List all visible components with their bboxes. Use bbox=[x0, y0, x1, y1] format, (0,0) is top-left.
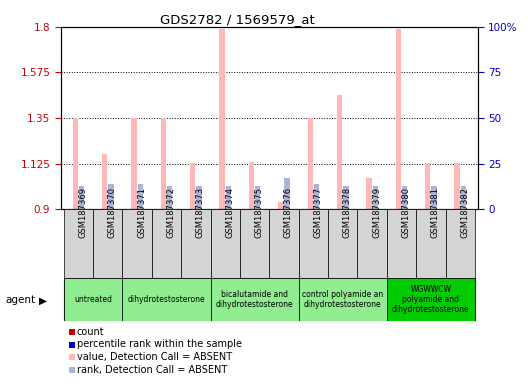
Text: GSM187376: GSM187376 bbox=[284, 187, 293, 238]
Bar bbox=[387, 209, 416, 278]
Bar bbox=[122, 209, 152, 278]
Bar bbox=[425, 163, 430, 209]
Bar bbox=[122, 278, 211, 321]
Bar bbox=[285, 178, 290, 209]
Bar bbox=[211, 209, 240, 278]
Bar bbox=[108, 184, 114, 209]
Text: GSM187377: GSM187377 bbox=[313, 187, 322, 238]
Bar bbox=[402, 185, 407, 209]
Bar bbox=[307, 118, 313, 209]
Text: value, Detection Call = ABSENT: value, Detection Call = ABSENT bbox=[77, 352, 232, 362]
Bar bbox=[446, 209, 475, 278]
Bar bbox=[343, 185, 348, 209]
Text: GSM187373: GSM187373 bbox=[196, 187, 205, 238]
Bar bbox=[181, 209, 211, 278]
Text: GSM187378: GSM187378 bbox=[343, 187, 352, 238]
Text: GSM187369: GSM187369 bbox=[78, 187, 87, 238]
Text: GSM187379: GSM187379 bbox=[372, 187, 381, 238]
Text: GSM187380: GSM187380 bbox=[401, 187, 410, 238]
Bar bbox=[431, 185, 437, 209]
Bar bbox=[64, 278, 122, 321]
Text: bicalutamide and
dihydrotestosterone: bicalutamide and dihydrotestosterone bbox=[216, 290, 294, 309]
Bar bbox=[337, 95, 342, 209]
Text: GSM187375: GSM187375 bbox=[254, 187, 263, 238]
Bar bbox=[72, 118, 78, 209]
Text: control polyamide an
dihydrotestosterone: control polyamide an dihydrotestosterone bbox=[302, 290, 383, 309]
Text: GSM187382: GSM187382 bbox=[460, 187, 469, 238]
Bar bbox=[161, 118, 166, 209]
Text: count: count bbox=[77, 327, 105, 337]
Text: untreated: untreated bbox=[74, 295, 112, 304]
Bar bbox=[190, 163, 195, 209]
Bar bbox=[461, 185, 466, 209]
Bar bbox=[79, 185, 84, 209]
Bar bbox=[455, 163, 460, 209]
Bar bbox=[395, 29, 401, 209]
Bar bbox=[357, 209, 387, 278]
Bar bbox=[299, 278, 387, 321]
Bar bbox=[226, 185, 231, 209]
Bar bbox=[373, 185, 378, 209]
Bar bbox=[366, 178, 372, 209]
Bar bbox=[328, 209, 357, 278]
Bar bbox=[249, 162, 254, 209]
Bar bbox=[102, 154, 107, 209]
Text: rank, Detection Call = ABSENT: rank, Detection Call = ABSENT bbox=[77, 365, 227, 375]
Bar bbox=[314, 184, 319, 209]
Bar bbox=[278, 202, 284, 209]
Bar bbox=[269, 209, 299, 278]
Bar bbox=[416, 209, 446, 278]
Text: GDS2782 / 1569579_at: GDS2782 / 1569579_at bbox=[160, 13, 315, 26]
Bar bbox=[220, 29, 225, 209]
Text: WGWWCW
polyamide and
dihydrotestosterone: WGWWCW polyamide and dihydrotestosterone bbox=[392, 285, 469, 314]
Text: agent: agent bbox=[5, 295, 35, 305]
Bar bbox=[196, 185, 202, 209]
Text: GSM187374: GSM187374 bbox=[225, 187, 234, 238]
Bar bbox=[387, 278, 475, 321]
Text: GSM187370: GSM187370 bbox=[108, 187, 117, 238]
Text: ▶: ▶ bbox=[39, 295, 46, 305]
Text: GSM187381: GSM187381 bbox=[431, 187, 440, 238]
Bar bbox=[152, 209, 181, 278]
Text: GSM187371: GSM187371 bbox=[137, 187, 146, 238]
Bar bbox=[299, 209, 328, 278]
Bar bbox=[93, 209, 122, 278]
Bar bbox=[167, 185, 172, 209]
Text: dihydrotestosterone: dihydrotestosterone bbox=[128, 295, 205, 304]
Bar bbox=[64, 209, 93, 278]
Text: GSM187372: GSM187372 bbox=[166, 187, 175, 238]
Bar bbox=[240, 209, 269, 278]
Bar bbox=[211, 278, 299, 321]
Bar bbox=[138, 184, 143, 209]
Bar bbox=[255, 185, 260, 209]
Text: percentile rank within the sample: percentile rank within the sample bbox=[77, 339, 242, 349]
Bar bbox=[131, 118, 137, 209]
